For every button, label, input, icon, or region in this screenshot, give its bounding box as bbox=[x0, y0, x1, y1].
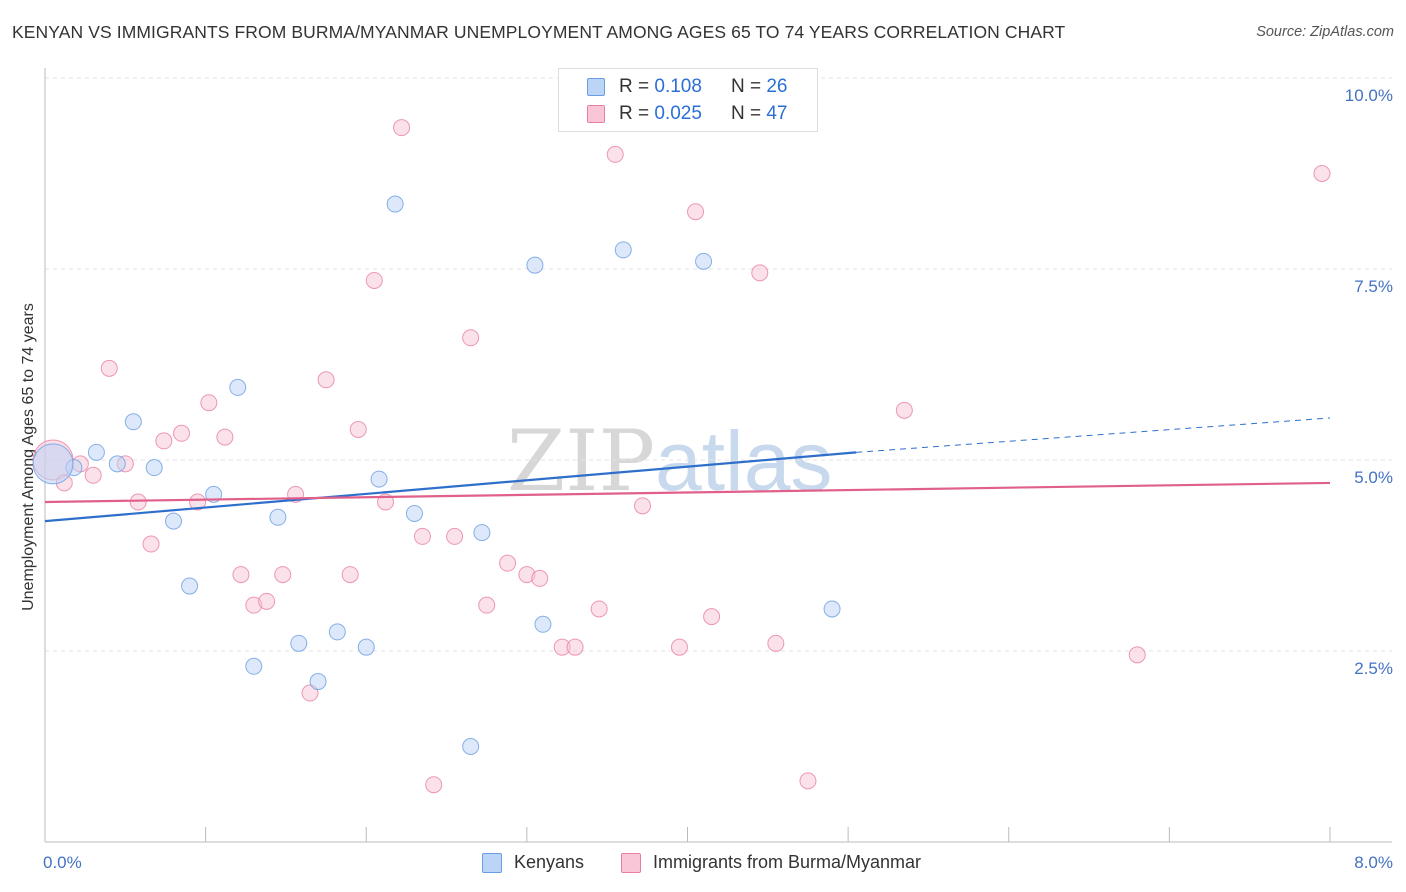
burma-point bbox=[590, 600, 608, 618]
burma-point bbox=[606, 145, 624, 163]
burma-point bbox=[425, 776, 443, 794]
kenyans-point bbox=[309, 673, 327, 691]
kenyans-point bbox=[462, 738, 480, 755]
bottom-legend-burma: Immigrants from Burma/Myanmar bbox=[621, 852, 921, 873]
burma-point bbox=[767, 634, 785, 652]
burma-point bbox=[274, 566, 292, 584]
burma-point bbox=[751, 264, 769, 282]
y-tick-label-7-5: 7.5% bbox=[1354, 277, 1393, 296]
legend-swatch-burma bbox=[587, 105, 605, 123]
kenyans-point bbox=[370, 470, 388, 488]
burma-point bbox=[200, 394, 218, 412]
grid-lines bbox=[45, 77, 1392, 652]
y-tick-label-5: 5.0% bbox=[1354, 468, 1393, 487]
burma-point bbox=[670, 638, 688, 656]
kenyans-point bbox=[614, 241, 632, 259]
legend-n-value: 26 bbox=[766, 76, 788, 97]
kenyans-point bbox=[534, 615, 552, 633]
kenyans-point bbox=[328, 623, 346, 641]
kenyans-point bbox=[87, 443, 105, 461]
burma-point bbox=[84, 466, 102, 484]
correlation-legend: R = 0.108 N = 26 R = 0.025 N = 47 bbox=[558, 68, 818, 132]
kenyans-point bbox=[290, 634, 308, 652]
y-tick-label-2-5: 2.5% bbox=[1354, 659, 1393, 678]
burma-point bbox=[173, 424, 191, 442]
kenyans-point bbox=[526, 256, 544, 274]
source-label: Source: ZipAtlas.com bbox=[1256, 24, 1394, 40]
burma-point bbox=[799, 772, 817, 790]
burma-point bbox=[703, 608, 721, 626]
bottom-legend-swatch-burma bbox=[621, 852, 641, 873]
burma-point bbox=[499, 554, 517, 572]
burma-point bbox=[129, 493, 147, 511]
kenyans-point bbox=[695, 252, 713, 270]
burma-point bbox=[393, 119, 411, 137]
kenyans-point bbox=[108, 455, 126, 473]
burma-point bbox=[142, 535, 160, 553]
kenyans-point bbox=[145, 459, 163, 477]
legend-n-label: N = bbox=[730, 76, 762, 97]
data-points bbox=[32, 119, 1331, 794]
burma-point bbox=[189, 493, 207, 511]
kenyans-point bbox=[386, 195, 404, 213]
burma-point bbox=[216, 428, 234, 446]
kenyans-point bbox=[823, 600, 841, 618]
burma-point bbox=[100, 359, 118, 377]
x-tick-label-max: 8.0% bbox=[1354, 853, 1393, 872]
bottom-legend-label-kenyans: Kenyans bbox=[514, 852, 585, 872]
y-tick-label-10: 10.0% bbox=[1344, 86, 1393, 105]
burma-trend-line bbox=[44, 481, 1331, 504]
legend-row-burma: R = 0.025 N = 47 bbox=[587, 103, 787, 125]
bottom-legend-swatch-kenyans bbox=[482, 852, 502, 873]
burma-point bbox=[566, 638, 584, 656]
kenyans-point bbox=[165, 512, 182, 530]
legend-swatch-kenyans bbox=[587, 78, 605, 96]
legend-r-value: 0.108 bbox=[654, 76, 702, 97]
burma-point bbox=[349, 420, 367, 438]
burma-point bbox=[365, 271, 383, 289]
burma-point bbox=[258, 592, 276, 610]
x-tick-label-min: 0.0% bbox=[43, 853, 82, 872]
kenyans-trend-extension bbox=[856, 417, 1331, 453]
legend-r-label: R = bbox=[619, 103, 650, 124]
burma-point bbox=[317, 371, 335, 389]
chart-title: KENYAN VS IMMIGRANTS FROM BURMA/MYANMAR … bbox=[12, 22, 1066, 42]
kenyans-point bbox=[245, 657, 263, 675]
burma-point bbox=[341, 566, 359, 584]
kenyans-point bbox=[124, 413, 142, 431]
trend-lines bbox=[44, 417, 1331, 523]
legend-r-value: 0.025 bbox=[654, 103, 702, 124]
legend-row-kenyans: R = 0.108 N = 26 bbox=[587, 76, 787, 98]
kenyans-point bbox=[32, 443, 74, 485]
burma-point bbox=[232, 566, 250, 584]
kenyans-point bbox=[181, 577, 199, 595]
burma-point bbox=[155, 432, 173, 450]
kenyans-point bbox=[405, 504, 423, 522]
burma-point bbox=[1313, 165, 1331, 182]
bottom-legend-label-burma: Immigrants from Burma/Myanmar bbox=[653, 852, 922, 872]
kenyans-point bbox=[229, 378, 247, 396]
legend-r-label: R = bbox=[619, 76, 650, 97]
burma-point bbox=[531, 569, 549, 587]
burma-point bbox=[462, 329, 480, 347]
burma-point bbox=[895, 401, 913, 419]
kenyans-point bbox=[269, 508, 287, 526]
kenyans-point bbox=[357, 638, 375, 656]
burma-point bbox=[634, 497, 652, 515]
legend-n-value: 47 bbox=[766, 103, 788, 124]
burma-point bbox=[478, 596, 496, 614]
burma-point bbox=[446, 527, 464, 545]
kenyans-trend-line bbox=[44, 451, 857, 523]
burma-point bbox=[1128, 646, 1146, 664]
kenyans-point bbox=[473, 524, 491, 542]
burma-point bbox=[687, 203, 705, 221]
legend-n-label: N = bbox=[730, 103, 762, 124]
bottom-legend-kenyans: Kenyans bbox=[482, 852, 584, 873]
burma-point bbox=[413, 527, 431, 545]
